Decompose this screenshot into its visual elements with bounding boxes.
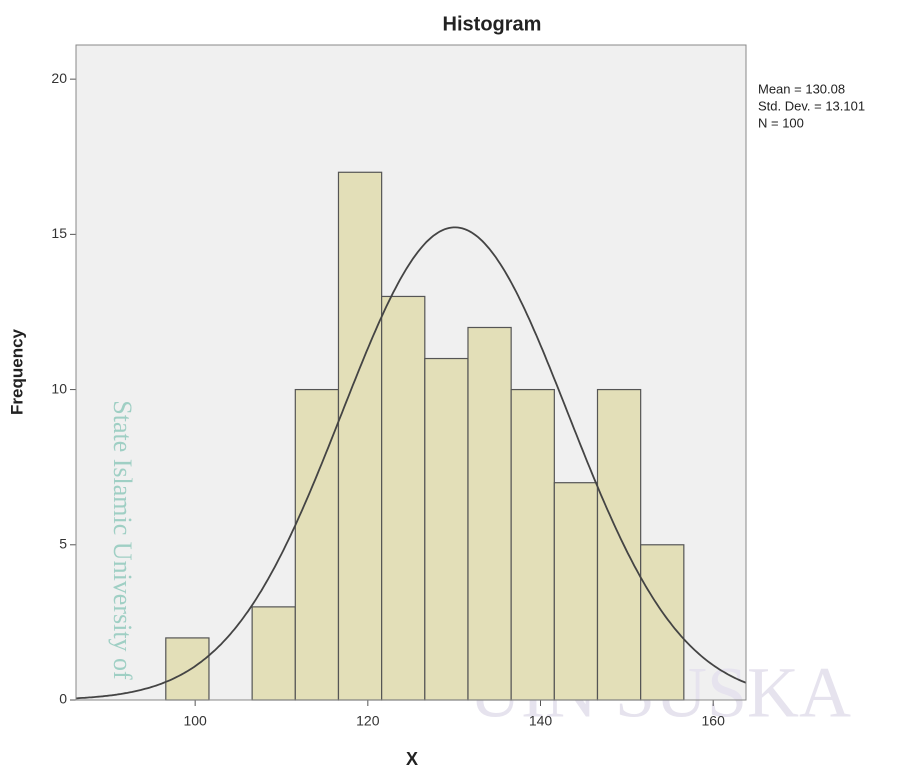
bar bbox=[640, 544, 685, 701]
bar bbox=[467, 326, 512, 701]
x-axis-label: X bbox=[406, 749, 418, 769]
watermark: State Islamic University of bbox=[108, 400, 137, 680]
y-tick-label: 10 bbox=[51, 380, 67, 396]
x-tick-label: 100 bbox=[183, 713, 207, 729]
plot-frame bbox=[75, 44, 747, 701]
chart-title: Histogram bbox=[443, 13, 542, 35]
bar bbox=[596, 388, 642, 701]
bar bbox=[337, 171, 383, 701]
stats-line: N = 100 bbox=[758, 115, 804, 130]
x-tick-label: 160 bbox=[702, 713, 726, 729]
x-tick-label: 140 bbox=[529, 713, 553, 729]
bar bbox=[510, 388, 555, 701]
normal-curve bbox=[75, 226, 747, 700]
bar bbox=[251, 606, 296, 701]
bar bbox=[424, 357, 469, 701]
y-tick-label: 0 bbox=[59, 691, 67, 707]
bar bbox=[165, 637, 210, 701]
y-tick-label: 15 bbox=[51, 225, 67, 241]
stats-line: Std. Dev. = 13.101 bbox=[758, 98, 865, 113]
stats-line: Mean = 130.08 bbox=[758, 81, 845, 96]
y-axis-label: Frequency bbox=[7, 328, 26, 415]
bar bbox=[553, 482, 599, 701]
y-tick-label: 5 bbox=[59, 535, 67, 551]
y-tick-label: 20 bbox=[51, 70, 67, 86]
bar bbox=[381, 295, 426, 701]
stats-annotation: Mean = 130.08 Std. Dev. = 13.101 N = 100 bbox=[758, 81, 865, 130]
x-tick-label: 120 bbox=[356, 713, 380, 729]
